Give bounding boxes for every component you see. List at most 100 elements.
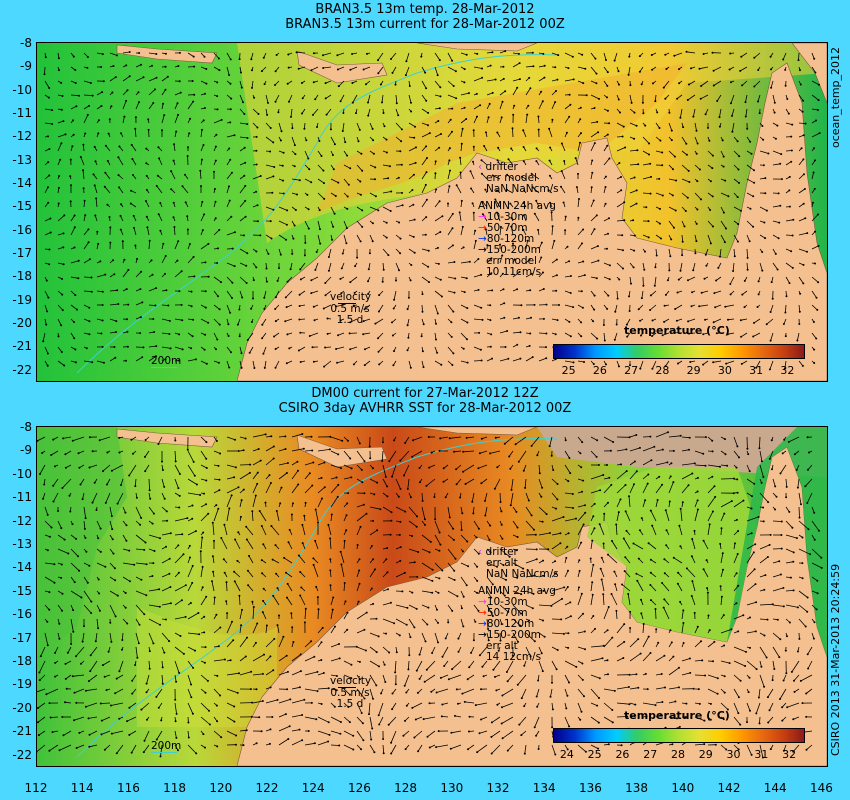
current-arrow-head xyxy=(442,467,445,470)
current-arrow-head xyxy=(390,58,392,60)
current-arrow-head xyxy=(172,201,175,204)
current-arrow xyxy=(174,674,177,682)
current-arrow xyxy=(329,570,332,578)
current-arrow-head xyxy=(507,610,510,613)
current-arrow xyxy=(676,94,683,100)
current-arrow xyxy=(512,331,521,334)
current-arrow-head xyxy=(578,586,580,589)
current-arrow xyxy=(731,108,735,117)
current-arrow-head xyxy=(61,487,64,489)
current-arrow xyxy=(265,176,274,180)
current-arrow xyxy=(148,660,151,669)
current-arrow-head xyxy=(156,174,159,177)
current-arrow-head xyxy=(100,66,103,68)
current-arrow-head xyxy=(447,202,449,205)
current-arrow-head xyxy=(53,563,56,566)
bottom-map-panel[interactable] xyxy=(36,426,828,767)
current-arrow xyxy=(83,520,86,529)
current-arrow xyxy=(754,52,761,59)
current-arrow-head xyxy=(740,55,743,58)
current-arrow-head xyxy=(693,462,696,465)
current-arrow xyxy=(83,290,92,293)
current-arrow-head xyxy=(765,656,768,659)
current-arrow xyxy=(421,122,429,126)
current-arrow xyxy=(616,122,624,127)
current-arrow xyxy=(187,632,200,635)
current-arrow xyxy=(746,631,756,634)
current-arrow-head xyxy=(158,605,161,608)
current-arrow xyxy=(135,618,140,626)
current-arrow-head xyxy=(738,181,740,184)
current-arrow-head xyxy=(96,230,99,233)
current-arrow-head xyxy=(595,277,598,280)
current-arrow-head xyxy=(584,504,586,507)
current-arrow xyxy=(323,66,332,69)
current-arrow xyxy=(655,234,662,239)
current-arrow xyxy=(707,511,714,522)
current-arrow-head xyxy=(83,625,85,628)
current-arrow xyxy=(395,262,400,271)
isobath-200m xyxy=(76,54,558,374)
current-arrow-head xyxy=(694,252,697,255)
current-arrow-head xyxy=(123,258,126,261)
current-arrow xyxy=(451,660,462,670)
current-arrow-head xyxy=(474,239,477,242)
current-arrow-head xyxy=(480,273,483,276)
current-arrow-head xyxy=(518,62,521,65)
top-map-panel[interactable] xyxy=(36,42,828,382)
current-arrow-head xyxy=(83,527,86,530)
current-arrow-head xyxy=(793,679,795,682)
current-arrow-head xyxy=(316,670,319,673)
current-arrow-head xyxy=(503,302,506,305)
current-arrow-head xyxy=(201,128,203,131)
current-arrow-head xyxy=(816,109,819,111)
current-arrow-head xyxy=(814,159,816,162)
current-arrow-head xyxy=(274,84,276,86)
current-arrow-head xyxy=(337,453,340,456)
current-arrow-head xyxy=(308,335,311,337)
current-arrow-head xyxy=(164,358,167,361)
current-arrow xyxy=(642,500,646,508)
current-arrow-head xyxy=(582,479,585,482)
current-arrow-head xyxy=(477,609,480,612)
current-arrow xyxy=(797,478,800,488)
current-arrow-head xyxy=(448,159,451,162)
current-arrow-head xyxy=(241,608,243,611)
current-arrow-head xyxy=(421,350,424,353)
current-arrow xyxy=(506,660,514,673)
current-arrow xyxy=(512,78,521,82)
current-arrow xyxy=(148,52,157,55)
current-arrow-head xyxy=(128,580,131,583)
current-arrow-head xyxy=(313,655,316,658)
current-arrow xyxy=(117,492,124,504)
current-arrow-head xyxy=(242,449,245,452)
current-arrow-head xyxy=(191,80,194,82)
current-arrow xyxy=(287,276,293,282)
current-arrow xyxy=(473,318,483,321)
current-arrow-head xyxy=(590,186,593,189)
current-arrow-head xyxy=(286,670,289,673)
current-arrow-head xyxy=(74,294,77,297)
current-arrow-head xyxy=(102,361,105,364)
current-arrow xyxy=(616,484,626,494)
current-arrow-head xyxy=(229,121,232,124)
current-arrow-head xyxy=(371,222,374,225)
current-arrow xyxy=(57,520,62,529)
current-arrow-head xyxy=(623,201,626,204)
current-arrow-head xyxy=(270,435,273,438)
top-legend: ‹ drifter err model NaN NaNcm/s ANMN 24h… xyxy=(478,162,559,278)
current-arrow-head xyxy=(757,293,760,296)
current-arrow-head xyxy=(213,188,216,190)
current-arrow xyxy=(304,656,315,662)
current-arrow xyxy=(70,304,78,310)
current-arrow-head xyxy=(202,144,205,146)
current-arrow-head xyxy=(623,640,626,643)
current-arrow-head xyxy=(136,257,139,260)
current-arrow xyxy=(746,569,755,578)
current-arrow-head xyxy=(131,158,134,160)
current-arrow-head xyxy=(341,252,344,255)
current-arrow-head xyxy=(151,522,154,525)
current-arrow-head xyxy=(799,292,802,295)
current-arrow xyxy=(421,276,430,283)
current-arrow-head xyxy=(670,139,673,142)
